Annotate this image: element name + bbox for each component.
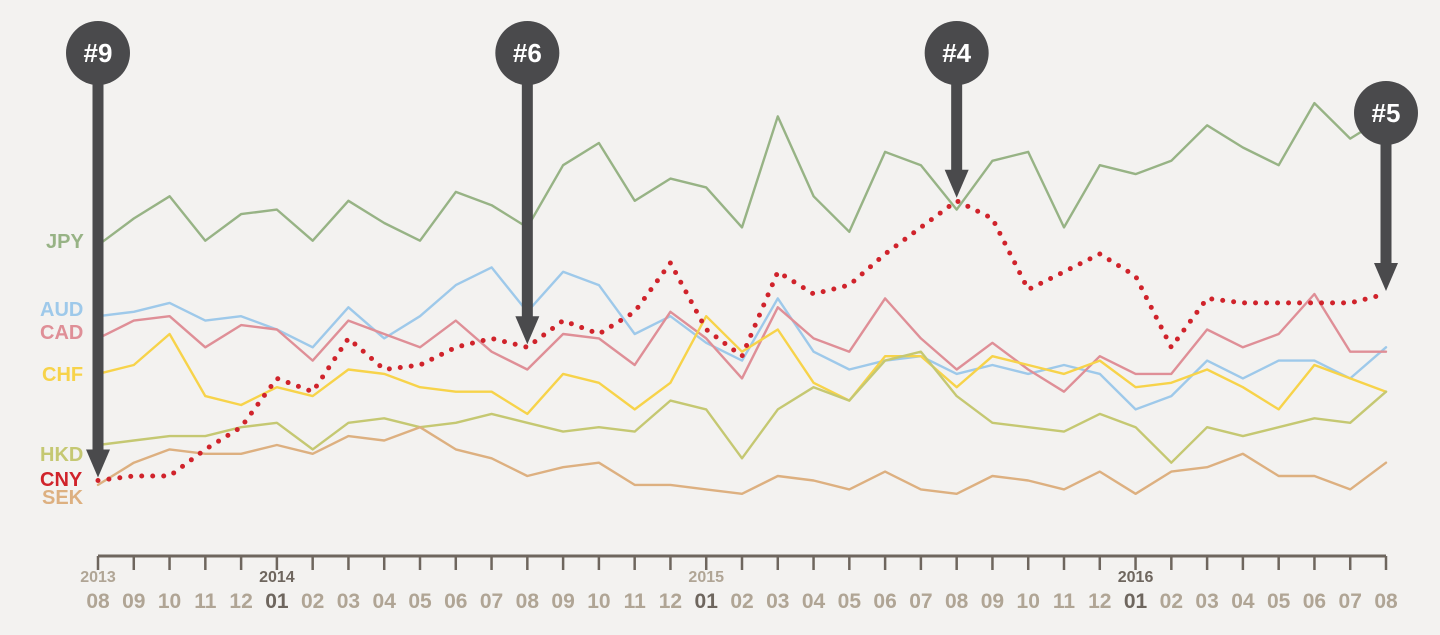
x-tick-label-month: 04 xyxy=(1231,590,1255,613)
x-tick-label-month: 05 xyxy=(838,590,862,613)
annotation-marker: #6 xyxy=(495,21,560,345)
x-tick-label-year: 2013 xyxy=(80,569,116,586)
annotation-arrow-shaft xyxy=(951,53,963,171)
x-tick-label-month: 10 xyxy=(158,590,181,613)
x-tick-label-month: 05 xyxy=(1267,590,1291,613)
x-tick-label-month: 10 xyxy=(1017,590,1040,613)
annotation-marker: #5 xyxy=(1354,81,1418,291)
annotation-arrow-shaft xyxy=(1380,113,1392,264)
series-line-cad xyxy=(96,292,1388,393)
x-tick-label-month: 09 xyxy=(551,590,574,613)
annotation-label: #5 xyxy=(1372,98,1401,128)
x-tick-label-month: 09 xyxy=(122,590,145,613)
annotation-marker: #4 xyxy=(924,21,989,198)
annotation-circle xyxy=(1354,81,1418,145)
annotation-arrow-head xyxy=(86,449,110,478)
x-tick-label-month: 05 xyxy=(408,590,432,613)
x-tick-label-month: 02 xyxy=(730,590,753,613)
x-tick-label-year: 2015 xyxy=(688,569,724,586)
series-layer xyxy=(95,101,1389,495)
annotation-arrow-head xyxy=(515,316,540,345)
x-tick-label-year: 2016 xyxy=(1118,569,1154,586)
series-label-cny: CNY xyxy=(40,469,83,491)
x-tick-label-month: 08 xyxy=(945,590,969,613)
annotation-arrow-shaft xyxy=(521,53,533,318)
series-line-aud xyxy=(96,266,1388,411)
x-tick-label-month: 07 xyxy=(480,590,503,613)
x-tick-label-month: 01 xyxy=(1124,590,1148,613)
annotation-marker: #9 xyxy=(66,21,130,478)
series-line-chf xyxy=(96,315,1388,416)
x-tick-label-month: 03 xyxy=(766,590,789,613)
x-tick-label-month: 12 xyxy=(229,590,252,613)
x-axis: 08 09 10 11 12 01 02 03 04 05 06 07 08 09 10 11 12 01 02 03… xyxy=(80,554,1398,613)
annotation-arrow-head xyxy=(944,169,969,198)
series-label-cad: CAD xyxy=(40,322,83,344)
x-tick-label-month: 06 xyxy=(1303,590,1326,613)
series-line-hkd xyxy=(96,350,1388,464)
x-tick-label-month: 11 xyxy=(194,590,217,613)
x-tick-label-month: 02 xyxy=(1160,590,1183,613)
annotation-arrow-head xyxy=(1374,263,1398,291)
x-tick-label-month: 11 xyxy=(624,590,647,613)
annotation-label: #6 xyxy=(513,38,542,68)
x-tick-label-month: 08 xyxy=(86,590,110,613)
x-tick-label-month: 06 xyxy=(444,590,467,613)
x-tick-label-month: 09 xyxy=(981,590,1004,613)
series-label-jpy: JPY xyxy=(46,231,84,253)
x-tick-label-month: 12 xyxy=(659,590,682,613)
x-tick-label-month: 08 xyxy=(1374,590,1398,613)
x-tick-label-month: 11 xyxy=(1053,590,1076,613)
x-tick-label-month: 04 xyxy=(802,590,826,613)
x-tick-label-month: 01 xyxy=(265,590,289,613)
annotation-label: #4 xyxy=(942,38,971,68)
series-label-hkd: HKD xyxy=(40,444,83,466)
x-tick-label-month: 06 xyxy=(873,590,896,613)
series-label-chf: CHF xyxy=(42,364,83,386)
x-tick-label-month: 12 xyxy=(1088,590,1111,613)
annotation-circle xyxy=(924,21,989,85)
x-tick-label-month: 04 xyxy=(373,590,397,613)
x-tick-label-month: 07 xyxy=(1339,590,1362,613)
annotation-label: #9 xyxy=(84,38,113,68)
x-tick-label-month: 08 xyxy=(516,590,540,613)
x-tick-label-year: 2014 xyxy=(259,569,295,586)
x-tick-label-month: 01 xyxy=(695,590,719,613)
annotation-circle xyxy=(66,21,130,85)
annotation-circle xyxy=(495,21,560,85)
series-line-jpy xyxy=(96,101,1388,247)
x-tick-label-month: 02 xyxy=(301,590,324,613)
x-tick-label-month: 03 xyxy=(337,590,360,613)
x-tick-label-month: 03 xyxy=(1195,590,1218,613)
series-label-sek: SEK xyxy=(42,487,84,509)
x-tick-label-month: 07 xyxy=(909,590,932,613)
annotation-arrow-shaft xyxy=(92,53,104,451)
series-line-sek xyxy=(96,426,1388,495)
x-tick-label-month: 10 xyxy=(587,590,610,613)
annotation-markers: #9 #6 #4 #5 xyxy=(66,21,1418,478)
series-line-cny xyxy=(95,198,1389,483)
series-label-aud: AUD xyxy=(40,299,83,321)
